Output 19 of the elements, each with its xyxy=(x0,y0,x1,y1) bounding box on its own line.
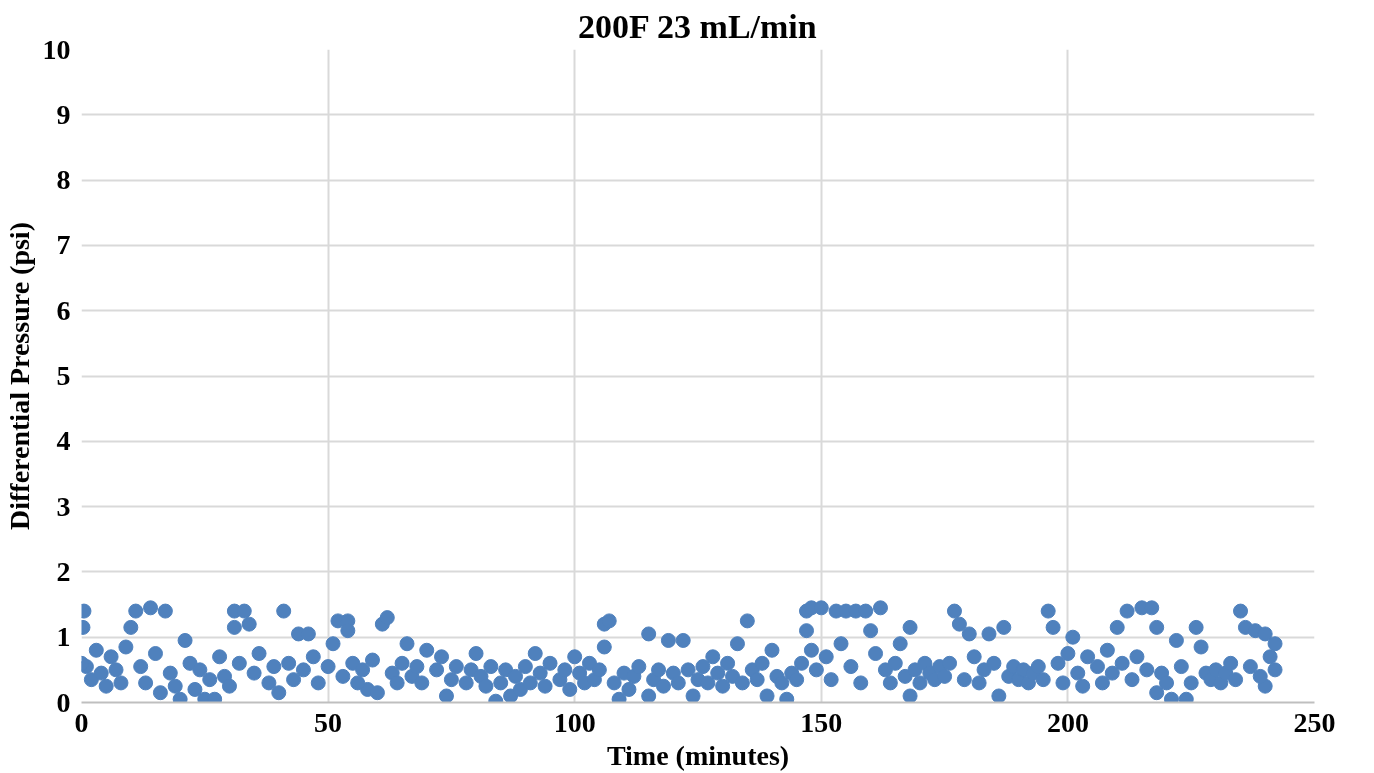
y-tick-label: 7 xyxy=(56,229,71,261)
y-tick-label: 5 xyxy=(56,360,71,391)
y-tick-label: 2 xyxy=(56,555,71,587)
x-tick-label: 50 xyxy=(314,706,343,738)
x-tick-label: 250 xyxy=(1293,706,1336,738)
y-tick-label: 6 xyxy=(56,294,71,326)
y-tick-label: 4 xyxy=(56,425,71,457)
x-tick-label: 100 xyxy=(553,706,596,738)
x-tick-label: 150 xyxy=(800,706,843,738)
y-tick-label: 9 xyxy=(56,98,71,130)
y-tick-label: 0 xyxy=(56,686,71,718)
y-tick-label: 10 xyxy=(42,33,71,65)
y-tick-label: 8 xyxy=(56,164,71,196)
y-axis-title: Differential Pressure (psi) xyxy=(3,222,35,530)
y-tick-label: 1 xyxy=(56,621,71,653)
x-tick-label: 200 xyxy=(1046,706,1089,738)
chart-title: 200F 23 mL/min xyxy=(578,7,817,45)
y-tick-label: 3 xyxy=(56,490,71,522)
x-axis-title: Time (minutes) xyxy=(606,739,790,771)
